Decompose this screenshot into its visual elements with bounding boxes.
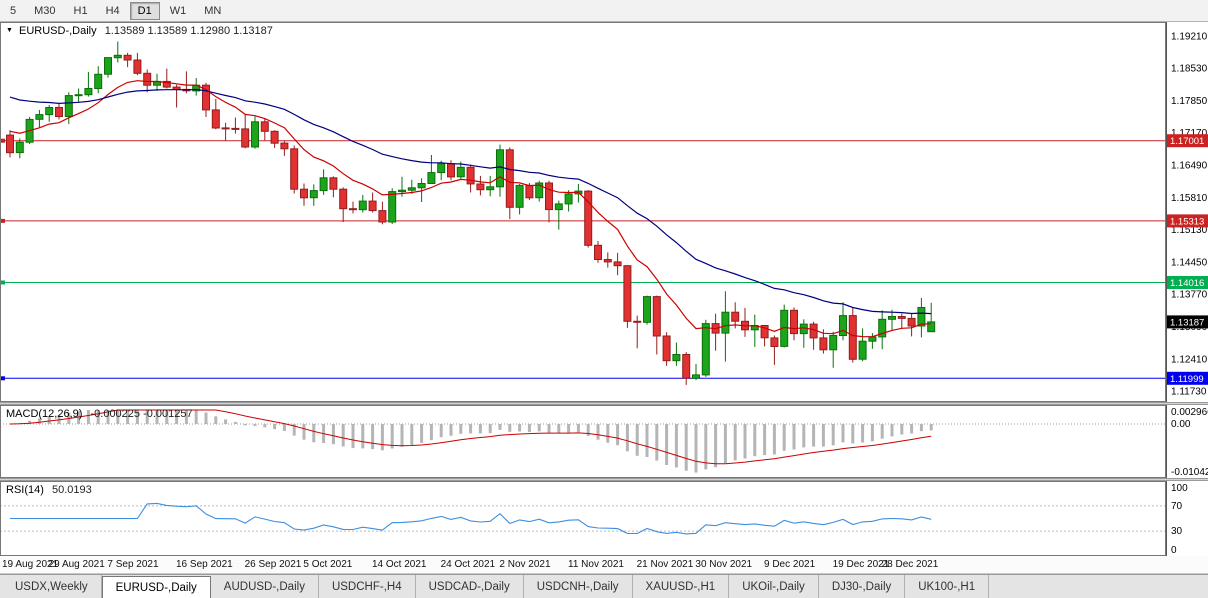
rsi-line (10, 502, 932, 535)
timeframe-button-h1[interactable]: H1 (66, 2, 96, 20)
price-chart-canvas[interactable]: 1.19210 1.18530 1.17850 1.17170 1.16490 1.158… (0, 22, 1208, 402)
rsi-axis-label: 30 (1171, 526, 1183, 537)
price-axis-label: 1.16490 (1171, 161, 1208, 172)
rsi-indicator-panel[interactable]: RSI(14) 50.0193 100 70 30 0 (0, 481, 1208, 556)
panel-splitter[interactable] (0, 478, 1208, 481)
price-axis-label: 1.11730 (1171, 387, 1207, 398)
price-axis-label: 1.18530 (1171, 64, 1208, 75)
x-axis-date: 19 Aug 2021 (2, 559, 59, 570)
macd-histogram (18, 410, 933, 473)
chart-tab-usdx-weekly[interactable]: USDX,Weekly (2, 575, 102, 598)
rsi-chart-canvas[interactable]: 100 70 30 0 (0, 481, 1208, 556)
timeframe-button-w1[interactable]: W1 (162, 2, 195, 20)
hline-handle[interactable] (1, 280, 5, 285)
panel-splitter[interactable] (0, 402, 1208, 405)
chart-tab-bar: USDX,Weekly EURUSD-,Daily AUDUSD-,Daily USD… (0, 574, 1208, 598)
timeframe-button-m30[interactable]: M30 (26, 2, 63, 20)
x-axis-date: 7 Sep 2021 (107, 559, 159, 570)
price-axis-label: 1.15130 (1171, 225, 1208, 236)
hline-handle[interactable] (1, 218, 5, 223)
chart-tab-uk100-h1[interactable]: UK100-,H1 (905, 575, 990, 598)
timeframe-button-5[interactable]: 5 (2, 2, 24, 20)
x-axis-date: 26 Sep 2021 (244, 559, 302, 570)
chart-frame (0, 22, 1166, 402)
x-axis-date: 9 Dec 2021 (764, 559, 816, 570)
chart-tab-audusd-daily[interactable]: AUDUSD-,Daily (211, 575, 319, 598)
x-axis-date: 21 Nov 2021 (636, 559, 694, 570)
rsi-axis-label: 100 (1171, 483, 1188, 494)
price-badge-text: 1.15313 (1170, 216, 1204, 227)
price-axis-label: 1.19210 (1171, 31, 1208, 42)
x-axis-date: 14 Oct 2021 (372, 559, 427, 570)
price-badge-text: 1.11999 (1170, 374, 1204, 385)
x-axis-date: 24 Oct 2021 (440, 559, 496, 570)
price-axis-label: 1.12410 (1171, 354, 1208, 365)
timeframe-button-mn[interactable]: MN (196, 2, 229, 20)
price-badge (1167, 276, 1208, 289)
x-axis-date: 19 Dec 2021 (832, 559, 890, 570)
hline-handle[interactable] (1, 138, 5, 143)
chart-tab-eurusd-daily[interactable]: EURUSD-,Daily (101, 576, 211, 598)
timeframe-button-h4[interactable]: H4 (98, 2, 128, 20)
price-chart-panel[interactable]: ▼ EURUSD-,Daily 1.13589 1.13589 1.12980 … (0, 22, 1208, 402)
chart-tab-usdcnh-daily[interactable]: USDCNH-,Daily (524, 575, 633, 598)
macd-axis-label: 0.002966 (1171, 407, 1208, 418)
x-axis-date: 16 Sep 2021 (176, 559, 233, 570)
hline-handle[interactable] (1, 376, 5, 381)
timeframe-toolbar: 5 M30 H1 H4 D1 W1 MN (0, 0, 1208, 22)
x-axis-date: 2 Nov 2021 (499, 559, 551, 570)
x-axis-date: 11 Nov 2021 (568, 559, 624, 570)
chart-tab-usdchf-h4[interactable]: USDCHF-,H4 (319, 575, 416, 598)
price-axis-label: 1.17170 (1171, 128, 1208, 139)
price-axis-label: 1.15810 (1171, 193, 1208, 204)
rsi-axis-label: 70 (1171, 501, 1183, 512)
price-axis-label: 1.14450 (1171, 257, 1208, 268)
macd-chart-canvas[interactable]: 0.0029660.00 -0.010425 (0, 405, 1208, 478)
x-axis-date: 29 Aug 2021 (48, 559, 105, 570)
price-axis-label: 1.13770 (1171, 290, 1208, 301)
chart-tab-usdcad-daily[interactable]: USDCAD-,Daily (416, 575, 524, 598)
timeframe-button-d1[interactable]: D1 (129, 1, 160, 20)
time-axis[interactable]: 19 Aug 2021 29 Aug 2021 7 Sep 2021 16 Sep 2… (0, 556, 1208, 574)
price-badge-text: 1.13187 (1170, 317, 1204, 328)
price-badge-text: 1.14016 (1170, 278, 1204, 289)
ma-fast-red-line (9, 80, 932, 338)
macd-indicator-panel[interactable]: MACD(12,26,9) -0.000225 -0.001257 0.0029… (0, 405, 1208, 478)
x-axis-date: 30 Nov 2021 (695, 559, 753, 570)
x-axis-date: 28 Dec 2021 (881, 559, 939, 570)
price-badge (1167, 134, 1208, 148)
chart-tab-ukoil-daily[interactable]: UKOil-,Daily (729, 575, 819, 598)
x-axis-date: 5 Oct 2021 (303, 559, 353, 570)
price-badge-text: 1.17001 (1170, 136, 1204, 147)
price-badge (1167, 371, 1208, 385)
macd-axis-label: -0.010425 (1171, 467, 1208, 478)
price-badge (1167, 214, 1208, 228)
macd-axis-label: 0.00 (1171, 419, 1191, 430)
candlestick-series (6, 41, 936, 385)
chart-tab-dj30-daily[interactable]: DJ30-,Daily (819, 575, 906, 598)
price-axis-label: 1.17850 (1171, 96, 1208, 107)
chart-tab-xauusd-h1[interactable]: XAUUSD-,H1 (633, 575, 730, 598)
ma-slow-navy-line (9, 88, 932, 315)
macd-signal-line (9, 409, 932, 465)
price-badge (1167, 315, 1208, 329)
rsi-axis-label: 0 (1171, 545, 1177, 556)
